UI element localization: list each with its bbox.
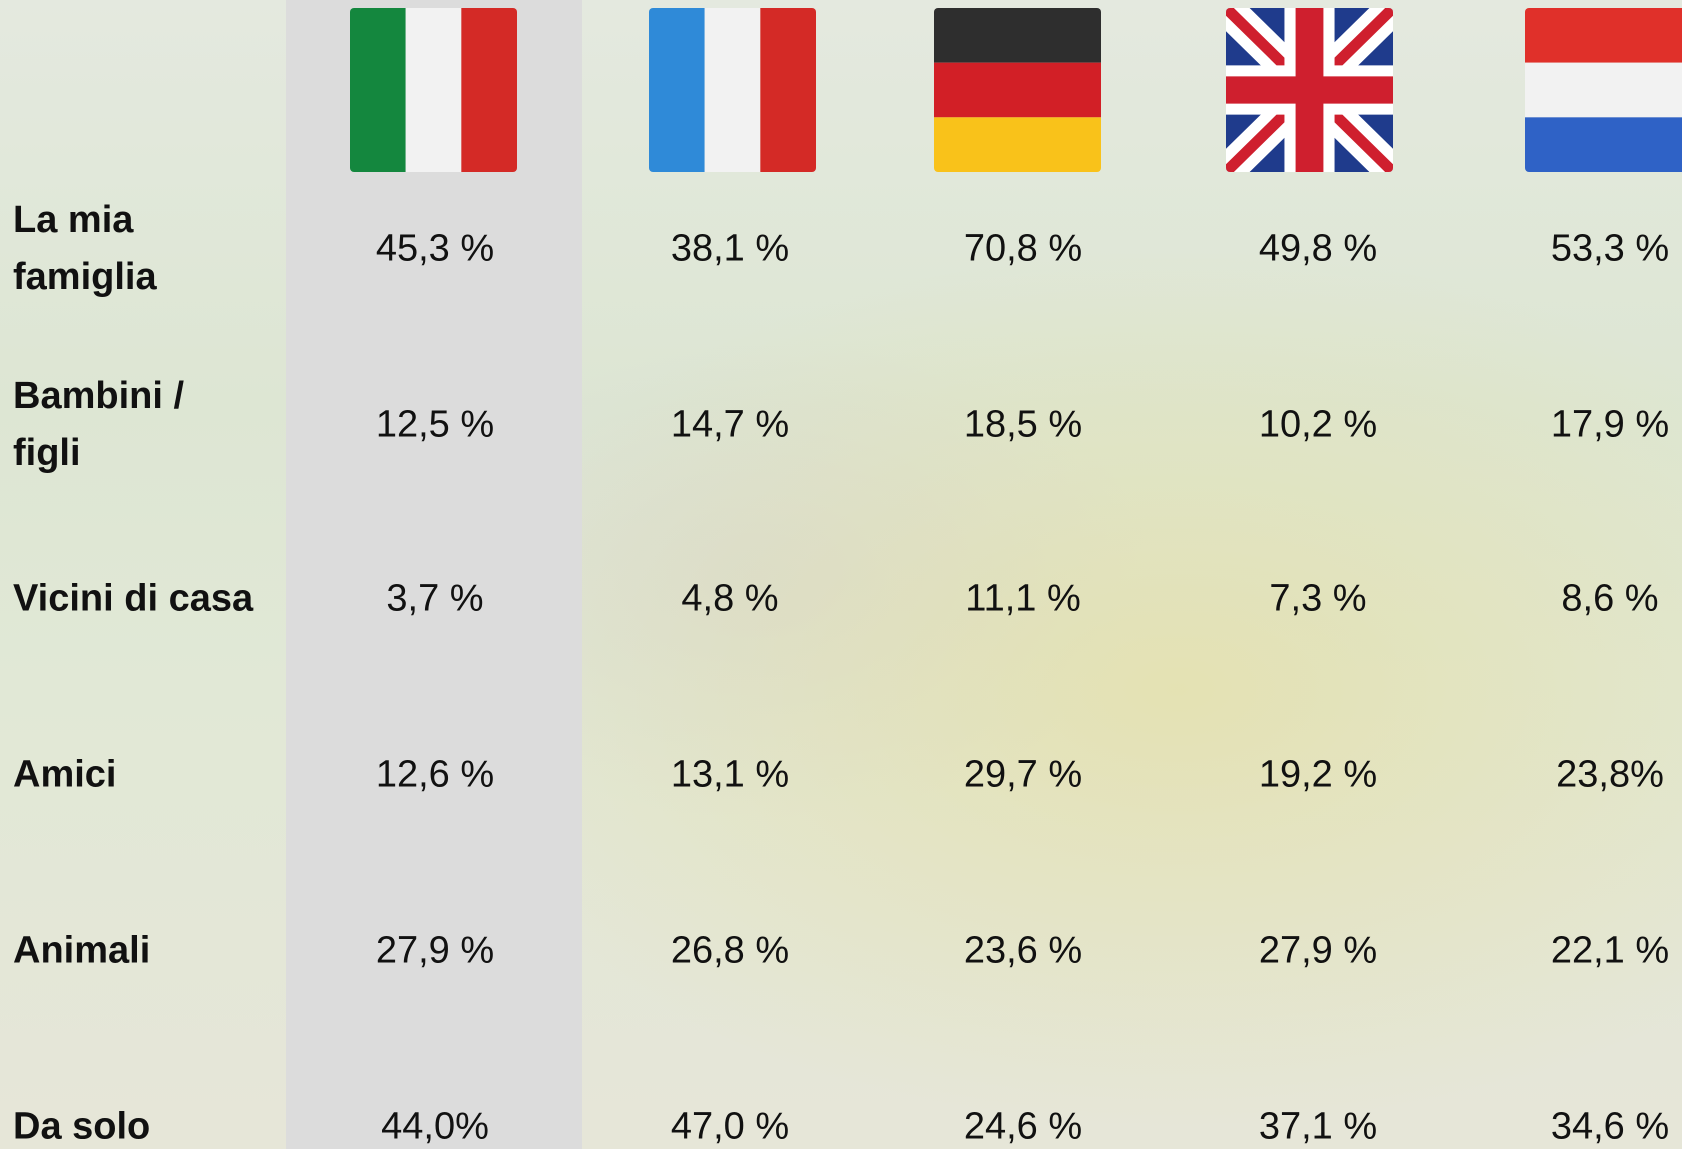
cell-value: 29,7 % [964,754,1082,797]
row-label: Amici [13,747,116,804]
row-label-line: Animali [13,923,150,980]
cell-value: 23,8% [1556,754,1664,797]
row-label-line: figli [13,425,184,482]
cell-value: 27,9 % [1259,930,1377,973]
cell-value: 45,3 % [376,228,494,271]
row-label: Bambini /figli [13,368,184,482]
cell-value: 11,1 % [965,578,1080,621]
cell-value: 23,6 % [964,930,1082,973]
flag-italy [350,8,517,172]
cell-value: 38,1 % [671,228,789,271]
cell-value: 70,8 % [964,228,1082,271]
flag-uk [1226,8,1393,172]
flag-france [649,8,816,172]
row-label: Vicini di casa [13,571,253,628]
cell-value: 49,8 % [1259,228,1377,271]
cell-value: 10,2 % [1259,404,1377,447]
cell-value: 26,8 % [671,930,789,973]
cell-value: 37,1 % [1259,1106,1377,1149]
cell-value: 4,8 % [681,578,778,621]
cell-value: 47,0 % [671,1106,789,1149]
row-label-line: Amici [13,747,116,804]
row-label-line: famiglia [13,249,157,306]
cell-value: 3,7 % [386,578,483,621]
cell-value: 24,6 % [964,1106,1082,1149]
row-label-line: La mia [13,192,157,249]
cell-value: 44,0% [381,1106,489,1149]
cell-value: 22,1 % [1551,930,1669,973]
cell-value: 18,5 % [964,404,1082,447]
row-label: Da solo [13,1099,150,1149]
cell-value: 17,9 % [1551,404,1669,447]
cell-value: 53,3 % [1551,228,1669,271]
cell-value: 34,6 % [1551,1106,1669,1149]
cell-value: 19,2 % [1259,754,1377,797]
row-label-line: Da solo [13,1099,150,1149]
cell-value: 8,6 % [1561,578,1658,621]
cell-value: 27,9 % [376,930,494,973]
highlight-column [286,0,582,1149]
flag-netherlands [1525,8,1682,172]
cell-value: 12,6 % [376,754,494,797]
cell-value: 13,1 % [671,754,789,797]
row-label: Animali [13,923,150,980]
cell-value: 14,7 % [671,404,789,447]
table-page: La miafamiglia 45,3 % 38,1 % 70,8 % 49,8 % 53… [0,0,1682,1149]
row-label-line: Bambini / [13,368,184,425]
row-label-line: Vicini di casa [13,571,253,628]
cell-value: 12,5 % [376,404,494,447]
flag-germany [934,8,1101,172]
cell-value: 7,3 % [1269,578,1366,621]
